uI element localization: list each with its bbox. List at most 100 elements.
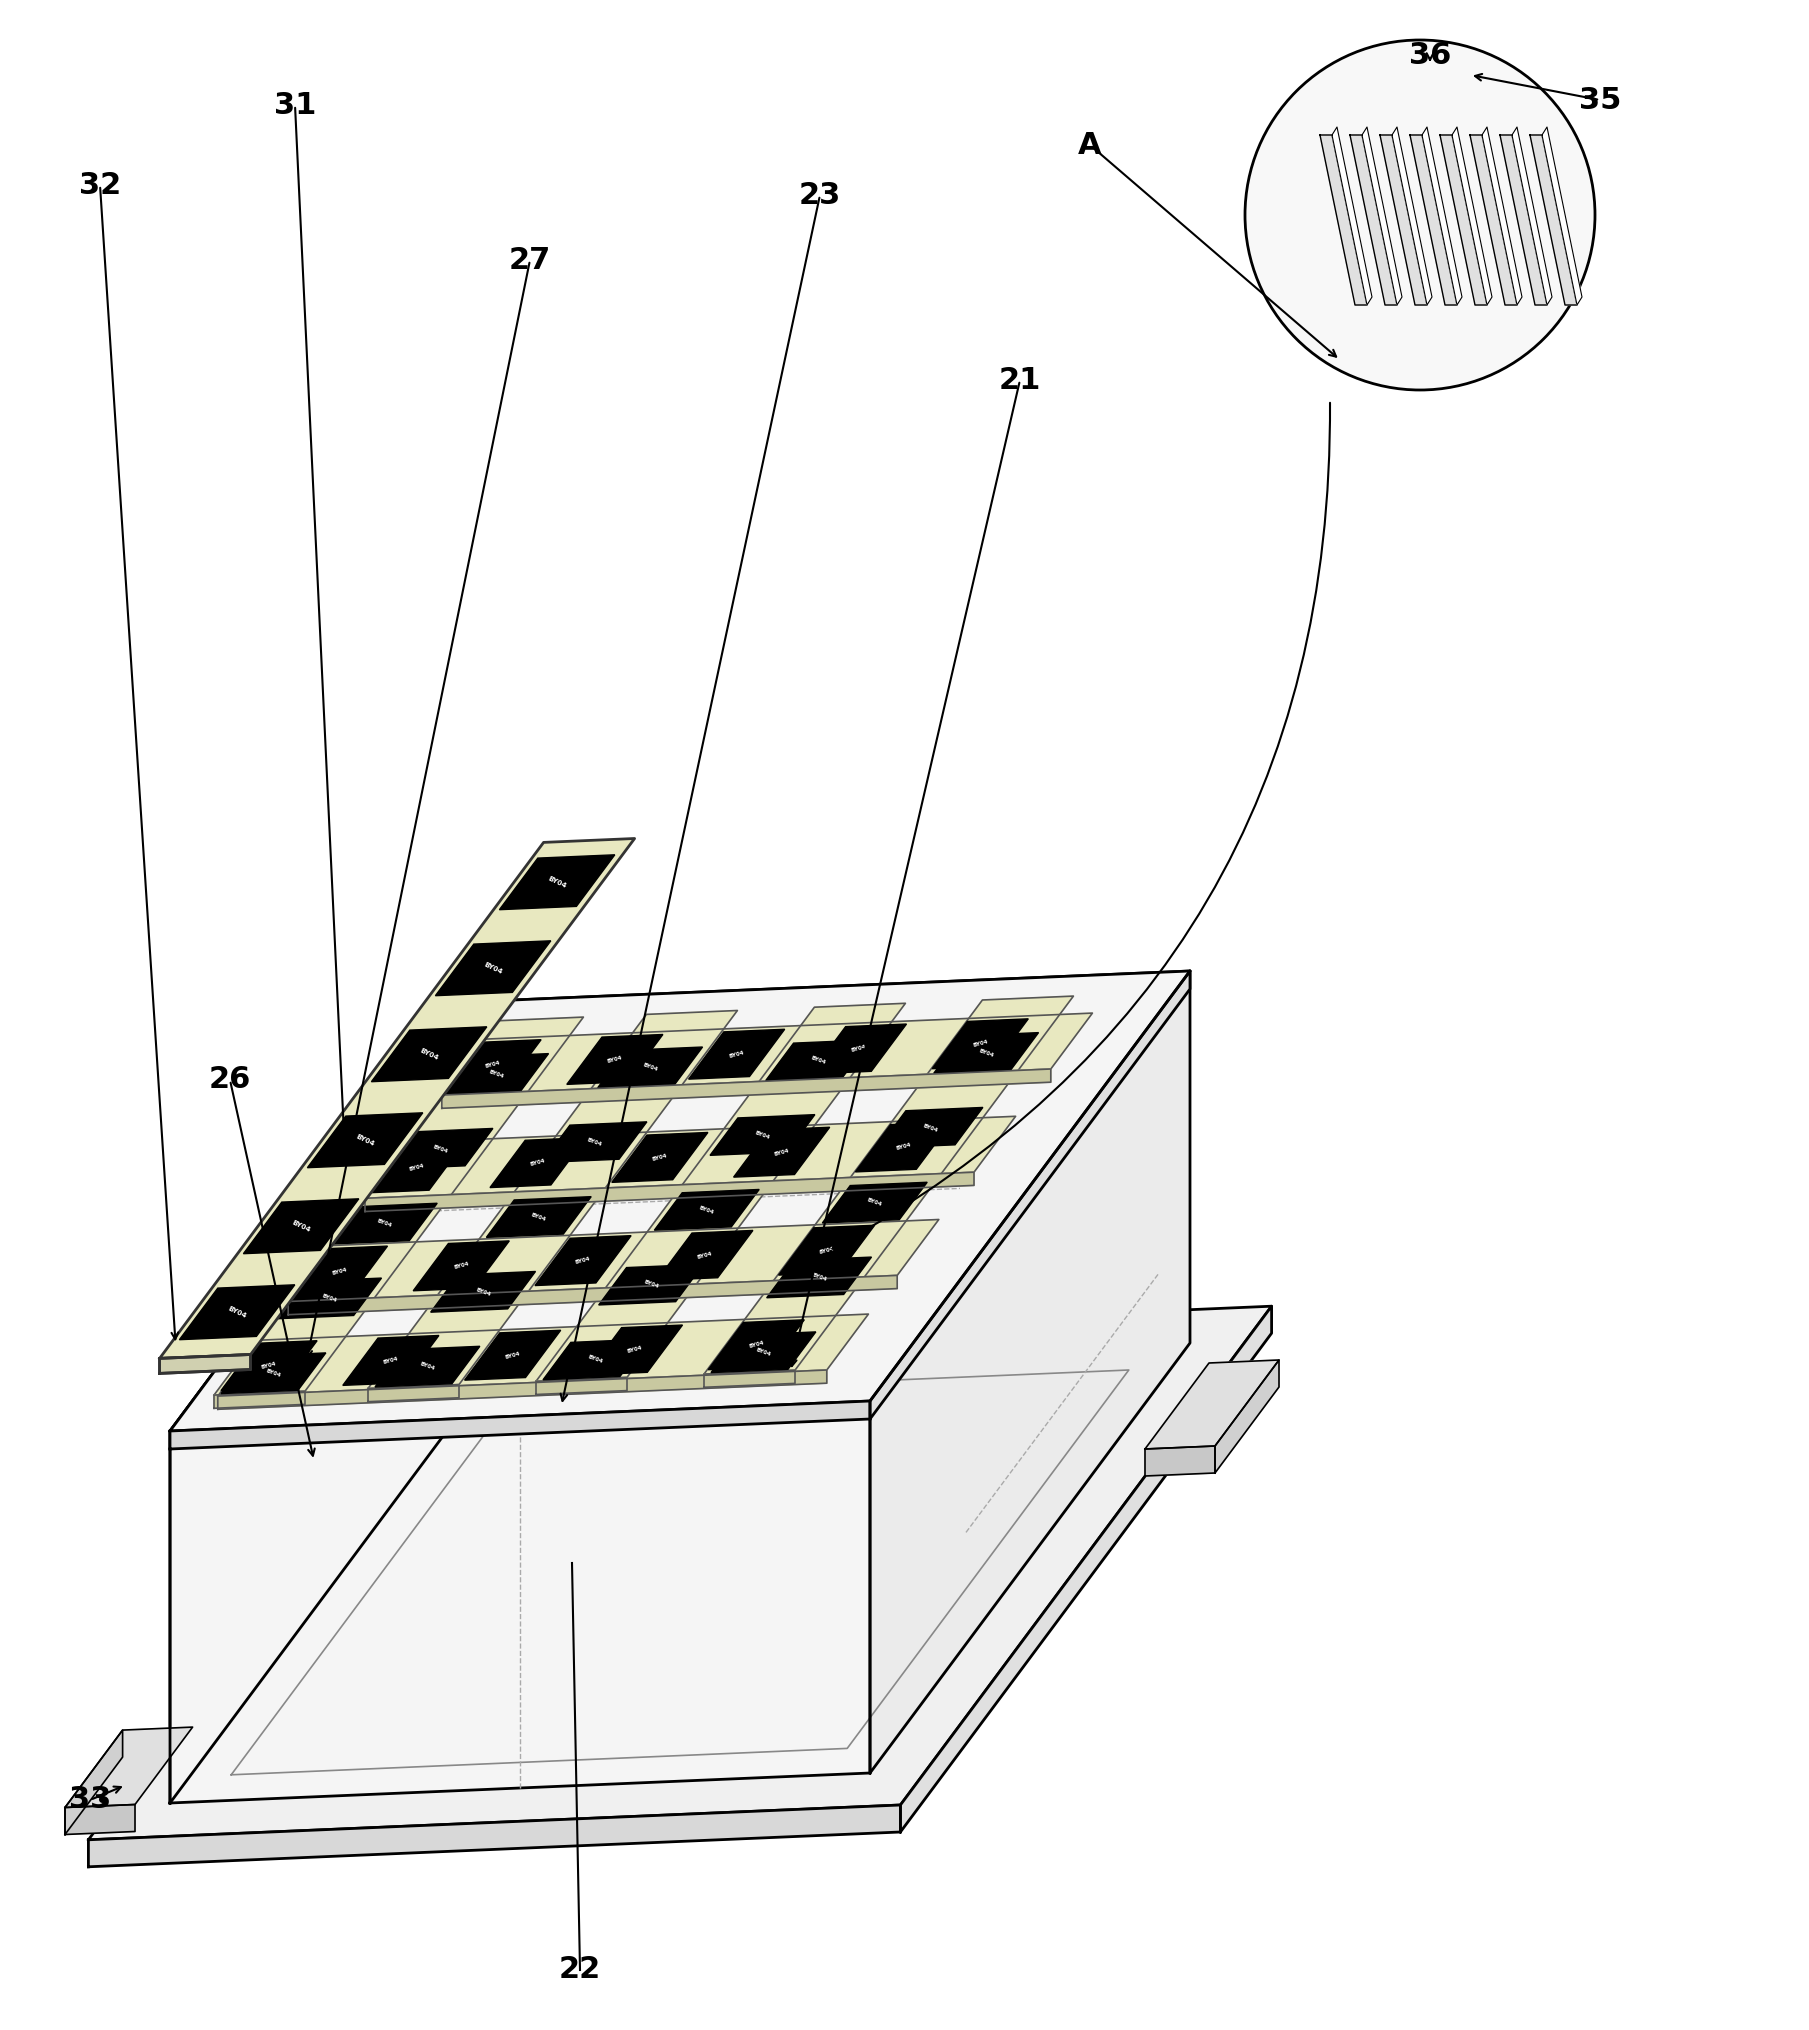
Text: 32: 32 bbox=[80, 171, 121, 199]
Text: BY04: BY04 bbox=[376, 1218, 393, 1228]
Polygon shape bbox=[342, 1336, 440, 1384]
Polygon shape bbox=[288, 1220, 939, 1301]
Polygon shape bbox=[810, 1023, 906, 1074]
Polygon shape bbox=[1422, 128, 1462, 304]
Polygon shape bbox=[445, 1039, 541, 1090]
Text: BY04: BY04 bbox=[971, 1039, 988, 1047]
Text: BY04: BY04 bbox=[420, 1047, 440, 1062]
Polygon shape bbox=[1440, 136, 1487, 304]
Text: BY04: BY04 bbox=[291, 1220, 311, 1232]
Text: BY04: BY04 bbox=[505, 1350, 521, 1360]
Polygon shape bbox=[734, 1127, 830, 1177]
Text: BY04: BY04 bbox=[260, 1362, 277, 1370]
Text: BY04: BY04 bbox=[774, 1147, 791, 1157]
Text: BY04: BY04 bbox=[409, 1163, 425, 1171]
Polygon shape bbox=[543, 1123, 648, 1163]
Polygon shape bbox=[1391, 128, 1433, 304]
Polygon shape bbox=[288, 1275, 897, 1315]
Polygon shape bbox=[441, 1070, 1051, 1108]
Text: BY04: BY04 bbox=[384, 1356, 400, 1364]
Polygon shape bbox=[823, 1181, 928, 1222]
Circle shape bbox=[1245, 41, 1596, 390]
Polygon shape bbox=[159, 1354, 251, 1374]
Polygon shape bbox=[374, 1346, 479, 1386]
Polygon shape bbox=[566, 1035, 662, 1084]
Polygon shape bbox=[159, 838, 635, 1358]
Text: BY04: BY04 bbox=[606, 1056, 622, 1064]
Polygon shape bbox=[371, 1027, 487, 1082]
Polygon shape bbox=[65, 1728, 192, 1807]
Polygon shape bbox=[657, 1230, 753, 1281]
Text: 33: 33 bbox=[69, 1786, 110, 1815]
Text: BY04: BY04 bbox=[895, 1143, 912, 1151]
Text: BY04: BY04 bbox=[850, 1045, 867, 1054]
Text: BY04: BY04 bbox=[729, 1050, 745, 1058]
Polygon shape bbox=[765, 1039, 870, 1080]
Polygon shape bbox=[499, 855, 615, 909]
Text: 35: 35 bbox=[1579, 85, 1621, 114]
Polygon shape bbox=[1530, 136, 1577, 304]
Text: BY04: BY04 bbox=[432, 1143, 449, 1153]
Text: BY04: BY04 bbox=[530, 1212, 546, 1222]
Polygon shape bbox=[1362, 128, 1402, 304]
Polygon shape bbox=[655, 1190, 760, 1230]
Text: A: A bbox=[1078, 130, 1102, 160]
Polygon shape bbox=[597, 1047, 702, 1088]
Text: BY04: BY04 bbox=[485, 1060, 501, 1070]
Polygon shape bbox=[308, 1112, 423, 1167]
Text: BY04: BY04 bbox=[642, 1279, 658, 1289]
Polygon shape bbox=[767, 1257, 872, 1297]
Text: BY04: BY04 bbox=[476, 1287, 492, 1297]
Polygon shape bbox=[159, 1354, 251, 1374]
Polygon shape bbox=[179, 1285, 295, 1340]
Polygon shape bbox=[535, 1378, 628, 1395]
Text: BY04: BY04 bbox=[810, 1273, 827, 1283]
Polygon shape bbox=[232, 1370, 1129, 1774]
Text: 21: 21 bbox=[999, 365, 1042, 394]
Polygon shape bbox=[711, 1114, 814, 1155]
Text: BY04: BY04 bbox=[754, 1131, 771, 1141]
Polygon shape bbox=[217, 1313, 868, 1397]
Polygon shape bbox=[465, 1330, 561, 1380]
Polygon shape bbox=[277, 1279, 382, 1320]
Text: BY04: BY04 bbox=[488, 1070, 505, 1080]
Polygon shape bbox=[1350, 136, 1397, 304]
Polygon shape bbox=[711, 1332, 816, 1372]
Text: BY04: BY04 bbox=[810, 1056, 827, 1066]
Text: BY04: BY04 bbox=[546, 875, 568, 889]
Polygon shape bbox=[65, 1805, 136, 1835]
Polygon shape bbox=[1453, 128, 1492, 304]
Polygon shape bbox=[65, 1730, 123, 1835]
Text: 23: 23 bbox=[800, 181, 841, 209]
Polygon shape bbox=[1216, 1360, 1279, 1474]
Polygon shape bbox=[689, 1029, 785, 1080]
Polygon shape bbox=[367, 1384, 459, 1401]
Polygon shape bbox=[436, 940, 550, 995]
Polygon shape bbox=[704, 1370, 794, 1386]
Text: BY04: BY04 bbox=[420, 1362, 436, 1372]
Text: BY04: BY04 bbox=[749, 1340, 765, 1350]
Text: BY04: BY04 bbox=[867, 1198, 883, 1208]
Polygon shape bbox=[611, 1133, 707, 1181]
Text: BY04: BY04 bbox=[754, 1348, 772, 1358]
Polygon shape bbox=[1409, 136, 1456, 304]
Text: 36: 36 bbox=[1409, 41, 1451, 69]
Polygon shape bbox=[441, 1013, 1093, 1094]
Polygon shape bbox=[901, 1305, 1272, 1831]
Polygon shape bbox=[1145, 1445, 1216, 1476]
Polygon shape bbox=[333, 1204, 438, 1244]
Polygon shape bbox=[170, 1401, 870, 1803]
Polygon shape bbox=[1512, 128, 1552, 304]
Polygon shape bbox=[443, 1054, 548, 1094]
Polygon shape bbox=[707, 1320, 805, 1370]
Text: BY04: BY04 bbox=[696, 1250, 713, 1261]
Polygon shape bbox=[365, 1171, 973, 1212]
Text: BY04: BY04 bbox=[452, 1261, 470, 1271]
Polygon shape bbox=[1380, 136, 1427, 304]
Text: BY04: BY04 bbox=[226, 1305, 248, 1320]
Text: BY04: BY04 bbox=[698, 1204, 715, 1214]
Polygon shape bbox=[213, 1017, 582, 1395]
Polygon shape bbox=[1321, 136, 1368, 304]
Polygon shape bbox=[221, 1352, 326, 1395]
Polygon shape bbox=[877, 1108, 982, 1149]
